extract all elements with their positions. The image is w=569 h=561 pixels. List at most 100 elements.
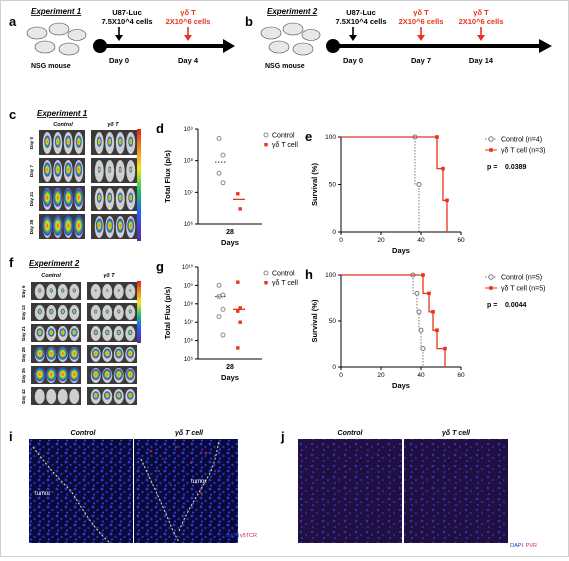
y-axis-label: Total Flux (p/s) [163, 150, 172, 203]
luminescence-signal [65, 135, 72, 149]
luminescence-signal [38, 288, 42, 293]
panel-letter: b [245, 14, 253, 29]
luminescence-signal [116, 329, 122, 336]
stain-label-pvr: PVR [526, 543, 537, 549]
experiment-title: Experiment 1 [37, 109, 88, 118]
data-point-treated [236, 280, 240, 284]
data-point-control [220, 332, 226, 338]
data-point-control [216, 282, 222, 288]
censor-marker-control [416, 182, 422, 187]
luminescence-signal [45, 366, 57, 382]
y-tick-label: 10⁶ [184, 338, 194, 345]
group-label-control: Control [53, 122, 73, 128]
luminescence-signal [53, 187, 63, 208]
pvalue-label: p = [487, 164, 497, 171]
x-axis-label: Days [392, 381, 410, 390]
legend-marker-treated [264, 281, 268, 285]
pvalue-label: p = [487, 302, 497, 309]
timeline-event-0: U87-Luc 7.5X10^4 cells Day 0 [101, 8, 152, 65]
censor-marker-treated [443, 346, 447, 351]
mouse-illustration [26, 22, 87, 56]
group-label-treated: γδ T [107, 122, 119, 128]
censor-marker-treated [427, 291, 431, 296]
mouse-image [46, 389, 57, 404]
y-tick-label: 10⁹ [184, 126, 194, 133]
legend-marker-control [488, 136, 494, 142]
luminescence-signal [59, 327, 67, 337]
event-day: Day 14 [469, 56, 494, 65]
luminescence-signal [114, 348, 123, 359]
luminescence-signal [75, 161, 83, 178]
y-tick-label: 50 [329, 182, 337, 189]
data-point-control [220, 180, 226, 186]
luminescence-signal [96, 136, 102, 148]
luminescence-signal [46, 346, 57, 361]
y-tick-label: 0 [332, 229, 336, 236]
luminescence-signal [63, 187, 73, 208]
data-point-control [220, 152, 226, 158]
y-axis-label: Total Flux (p/s) [163, 286, 172, 339]
luminescence-signal [34, 346, 45, 361]
x-tick-label: 40 [417, 237, 425, 244]
day-label: Day 0 [29, 137, 34, 150]
timeline-arrowhead [539, 39, 552, 53]
event-day: Day 7 [411, 56, 431, 65]
luminescence-colorbar [137, 281, 141, 343]
legend-label-treated: γδ T cell (n=3) [501, 148, 545, 155]
event-title: γδ T [413, 8, 429, 17]
data-point-treated [238, 306, 242, 310]
y-tick-label: 100 [325, 272, 336, 279]
day-label: Day 35 [21, 368, 26, 383]
luminescence-signal [127, 217, 135, 234]
luminescence-signal [48, 308, 54, 315]
bioluminescence-image-grid: Day 0 Day 7 Day 21 Day 35 [29, 130, 137, 239]
data-point-control [216, 136, 222, 142]
group-label-control: Control [41, 273, 61, 279]
chart-d: d 10⁶ 10⁷ 10⁸ 10⁹ Total Flux (p/s) 28 Days Contr… [156, 121, 298, 247]
luminescence-signal [117, 192, 123, 204]
legend-label-treated: γδ T cell [272, 280, 298, 287]
micrograph-control [298, 439, 402, 543]
event-cells: 2X10^6 cells [399, 17, 444, 26]
x-tick-label: 28 [226, 229, 234, 236]
x-tick-label: 40 [417, 372, 425, 379]
data-point-treated [236, 192, 240, 196]
bioluminescence-image-grid: Day 6 Day 13 Day 21 Day 28 Day 35 Day 42 [21, 282, 137, 405]
stain-label-dapi: DAPI [226, 533, 239, 539]
luminescence-signal [117, 136, 123, 148]
luminescence-signal [117, 288, 120, 292]
x-axis-label: Days [392, 246, 410, 255]
luminescence-signal [94, 288, 97, 292]
luminescence-signal [95, 217, 103, 234]
censor-marker-control [414, 290, 420, 296]
panel-letter: h [305, 267, 313, 282]
luminescence-signal [61, 288, 65, 293]
group-label-treated: γδ T [103, 273, 115, 279]
mouse-illustration [260, 22, 321, 56]
timeline-event-0: U87-Luc 7.5X10^4 cells Day 0 [335, 8, 386, 65]
panel-a: a Experiment 1 NSG mouse U87-Luc 7.5X10^… [9, 7, 235, 70]
luminescence-signal [54, 161, 62, 178]
luminescence-signal [127, 329, 133, 336]
luminescence-signal [74, 187, 84, 208]
legend-marker-treated [489, 286, 493, 290]
label-control: Control [338, 430, 364, 437]
y-tick-label: 10⁵ [184, 356, 194, 363]
luminescence-signal [94, 309, 98, 314]
luminescence-signal [92, 390, 100, 400]
luminescence-signal [117, 309, 121, 314]
luminescence-signal [69, 346, 80, 361]
label-treated: γδ T cell [442, 430, 471, 437]
data-point-control [216, 170, 222, 176]
luminescence-signal [106, 288, 109, 292]
day-label: Day 21 [29, 191, 34, 206]
y-tick-label: 10⁸ [184, 158, 194, 165]
legend-label-control: Control [272, 133, 295, 140]
event-day: Day 0 [109, 56, 129, 65]
day-label: Day 7 [29, 165, 34, 178]
censor-marker-control [418, 327, 424, 333]
survival-curve-control [341, 136, 420, 232]
survival-curve-control [341, 274, 424, 367]
luminescence-signal [96, 192, 102, 204]
event-title: γδ T [180, 8, 196, 17]
